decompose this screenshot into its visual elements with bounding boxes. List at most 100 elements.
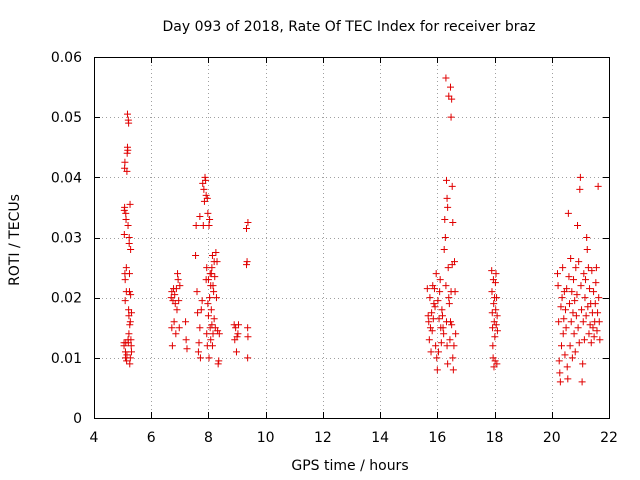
data-point	[426, 324, 434, 332]
data-point	[207, 270, 215, 278]
data-point	[572, 264, 580, 272]
data-point	[586, 321, 594, 329]
data-point	[202, 176, 210, 184]
data-point	[444, 264, 452, 272]
data-point	[595, 294, 603, 302]
data-point	[208, 252, 216, 260]
data-point	[234, 330, 242, 338]
data-point	[567, 318, 575, 326]
data-point	[560, 315, 568, 323]
data-point	[244, 218, 252, 226]
data-point	[488, 309, 496, 317]
data-point	[207, 336, 215, 344]
data-point	[200, 185, 208, 193]
data-point	[578, 306, 586, 314]
data-point	[584, 264, 592, 272]
data-point	[168, 324, 176, 332]
data-point	[214, 360, 222, 368]
data-point	[579, 360, 587, 368]
data-point	[436, 288, 444, 296]
data-point	[442, 282, 450, 290]
data-point	[244, 354, 252, 362]
data-point	[173, 306, 181, 314]
data-point	[559, 264, 567, 272]
data-point	[588, 267, 596, 275]
data-point	[213, 258, 221, 266]
x-tick-label: 18	[486, 430, 504, 446]
data-point	[208, 342, 216, 350]
data-point	[594, 182, 602, 190]
data-point	[451, 288, 459, 296]
data-point	[554, 270, 561, 278]
data-point	[568, 288, 576, 296]
data-point	[569, 309, 577, 317]
data-point	[125, 234, 133, 241]
data-point	[437, 339, 445, 347]
data-point	[558, 342, 566, 350]
data-point	[211, 273, 219, 281]
chart-title: Day 093 of 2018, Rate Of TEC Index for r…	[163, 19, 536, 35]
data-point	[492, 306, 500, 314]
data-point	[200, 197, 208, 205]
data-point	[572, 312, 580, 320]
data-point	[172, 330, 180, 338]
data-point	[203, 194, 211, 202]
data-point	[558, 294, 566, 302]
data-point	[234, 321, 242, 329]
data-point	[444, 203, 452, 211]
data-point	[443, 342, 451, 350]
data-point	[578, 378, 586, 386]
data-point	[563, 285, 571, 293]
data-point	[595, 318, 603, 326]
data-point	[574, 324, 582, 332]
data-point	[435, 315, 443, 323]
data-point	[430, 285, 438, 293]
data-point	[210, 288, 218, 296]
data-point	[433, 366, 441, 374]
data-point	[172, 285, 180, 293]
x-tick-label: 14	[371, 430, 389, 446]
data-point	[205, 354, 213, 362]
data-point	[554, 282, 562, 290]
data-point	[232, 348, 240, 356]
data-point	[127, 342, 135, 350]
data-point	[573, 291, 581, 299]
data-point	[452, 330, 460, 338]
y-tick-label: 0.01	[51, 351, 82, 367]
data-point	[590, 333, 598, 341]
data-point	[489, 342, 497, 350]
data-point	[208, 321, 216, 329]
data-point	[594, 309, 602, 317]
data-point	[121, 348, 129, 356]
data-point	[493, 294, 501, 302]
data-point	[126, 354, 134, 362]
data-point	[441, 215, 449, 223]
data-point	[214, 327, 222, 335]
data-point	[438, 312, 446, 320]
data-point	[176, 282, 184, 290]
data-point	[121, 276, 129, 284]
data-point	[120, 230, 128, 238]
data-point	[442, 176, 450, 184]
data-point	[192, 252, 200, 260]
data-point	[449, 366, 457, 374]
data-point	[199, 179, 207, 187]
data-point	[583, 246, 591, 254]
data-point	[562, 306, 570, 314]
data-point	[123, 351, 131, 359]
data-point	[434, 348, 442, 356]
data-point	[491, 279, 499, 287]
data-point	[440, 246, 448, 254]
data-point	[587, 339, 595, 347]
data-point	[585, 330, 593, 338]
data-point	[168, 288, 176, 296]
data-point	[428, 309, 436, 317]
data-point	[447, 113, 455, 121]
data-point	[423, 285, 431, 293]
data-point	[570, 330, 578, 338]
data-point	[446, 336, 454, 344]
data-point	[123, 149, 131, 157]
data-point	[489, 324, 497, 332]
data-point	[182, 336, 190, 344]
y-tick-label: 0	[73, 411, 82, 427]
